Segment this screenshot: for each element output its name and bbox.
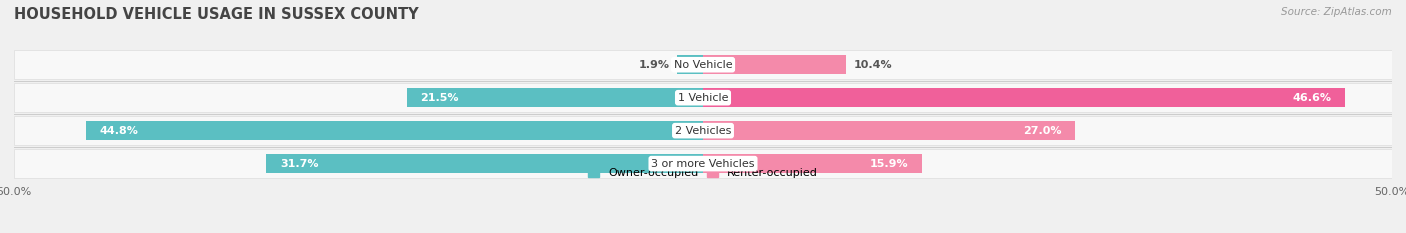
Text: 21.5%: 21.5%	[420, 93, 458, 103]
Text: No Vehicle: No Vehicle	[673, 60, 733, 70]
Legend: Owner-occupied, Renter-occupied: Owner-occupied, Renter-occupied	[583, 164, 823, 183]
Text: 46.6%: 46.6%	[1292, 93, 1331, 103]
Bar	[703, 55, 846, 74]
Text: 15.9%: 15.9%	[870, 159, 908, 169]
Text: HOUSEHOLD VEHICLE USAGE IN SUSSEX COUNTY: HOUSEHOLD VEHICLE USAGE IN SUSSEX COUNTY	[14, 7, 419, 22]
Text: 44.8%: 44.8%	[100, 126, 138, 136]
Text: Source: ZipAtlas.com: Source: ZipAtlas.com	[1281, 7, 1392, 17]
Bar	[406, 88, 703, 107]
Bar	[703, 121, 1076, 140]
Bar	[703, 88, 1346, 107]
Text: 10.4%: 10.4%	[853, 60, 891, 70]
Bar	[703, 154, 922, 173]
Bar	[266, 154, 703, 173]
Bar	[86, 121, 703, 140]
Text: 3 or more Vehicles: 3 or more Vehicles	[651, 159, 755, 169]
Bar	[14, 149, 1392, 178]
Text: 31.7%: 31.7%	[280, 159, 319, 169]
Bar	[14, 116, 1392, 145]
Text: 1.9%: 1.9%	[638, 60, 669, 70]
Bar	[14, 83, 1392, 112]
Text: 1 Vehicle: 1 Vehicle	[678, 93, 728, 103]
Text: 2 Vehicles: 2 Vehicles	[675, 126, 731, 136]
Text: 27.0%: 27.0%	[1022, 126, 1062, 136]
Bar	[14, 50, 1392, 79]
Bar	[676, 55, 703, 74]
